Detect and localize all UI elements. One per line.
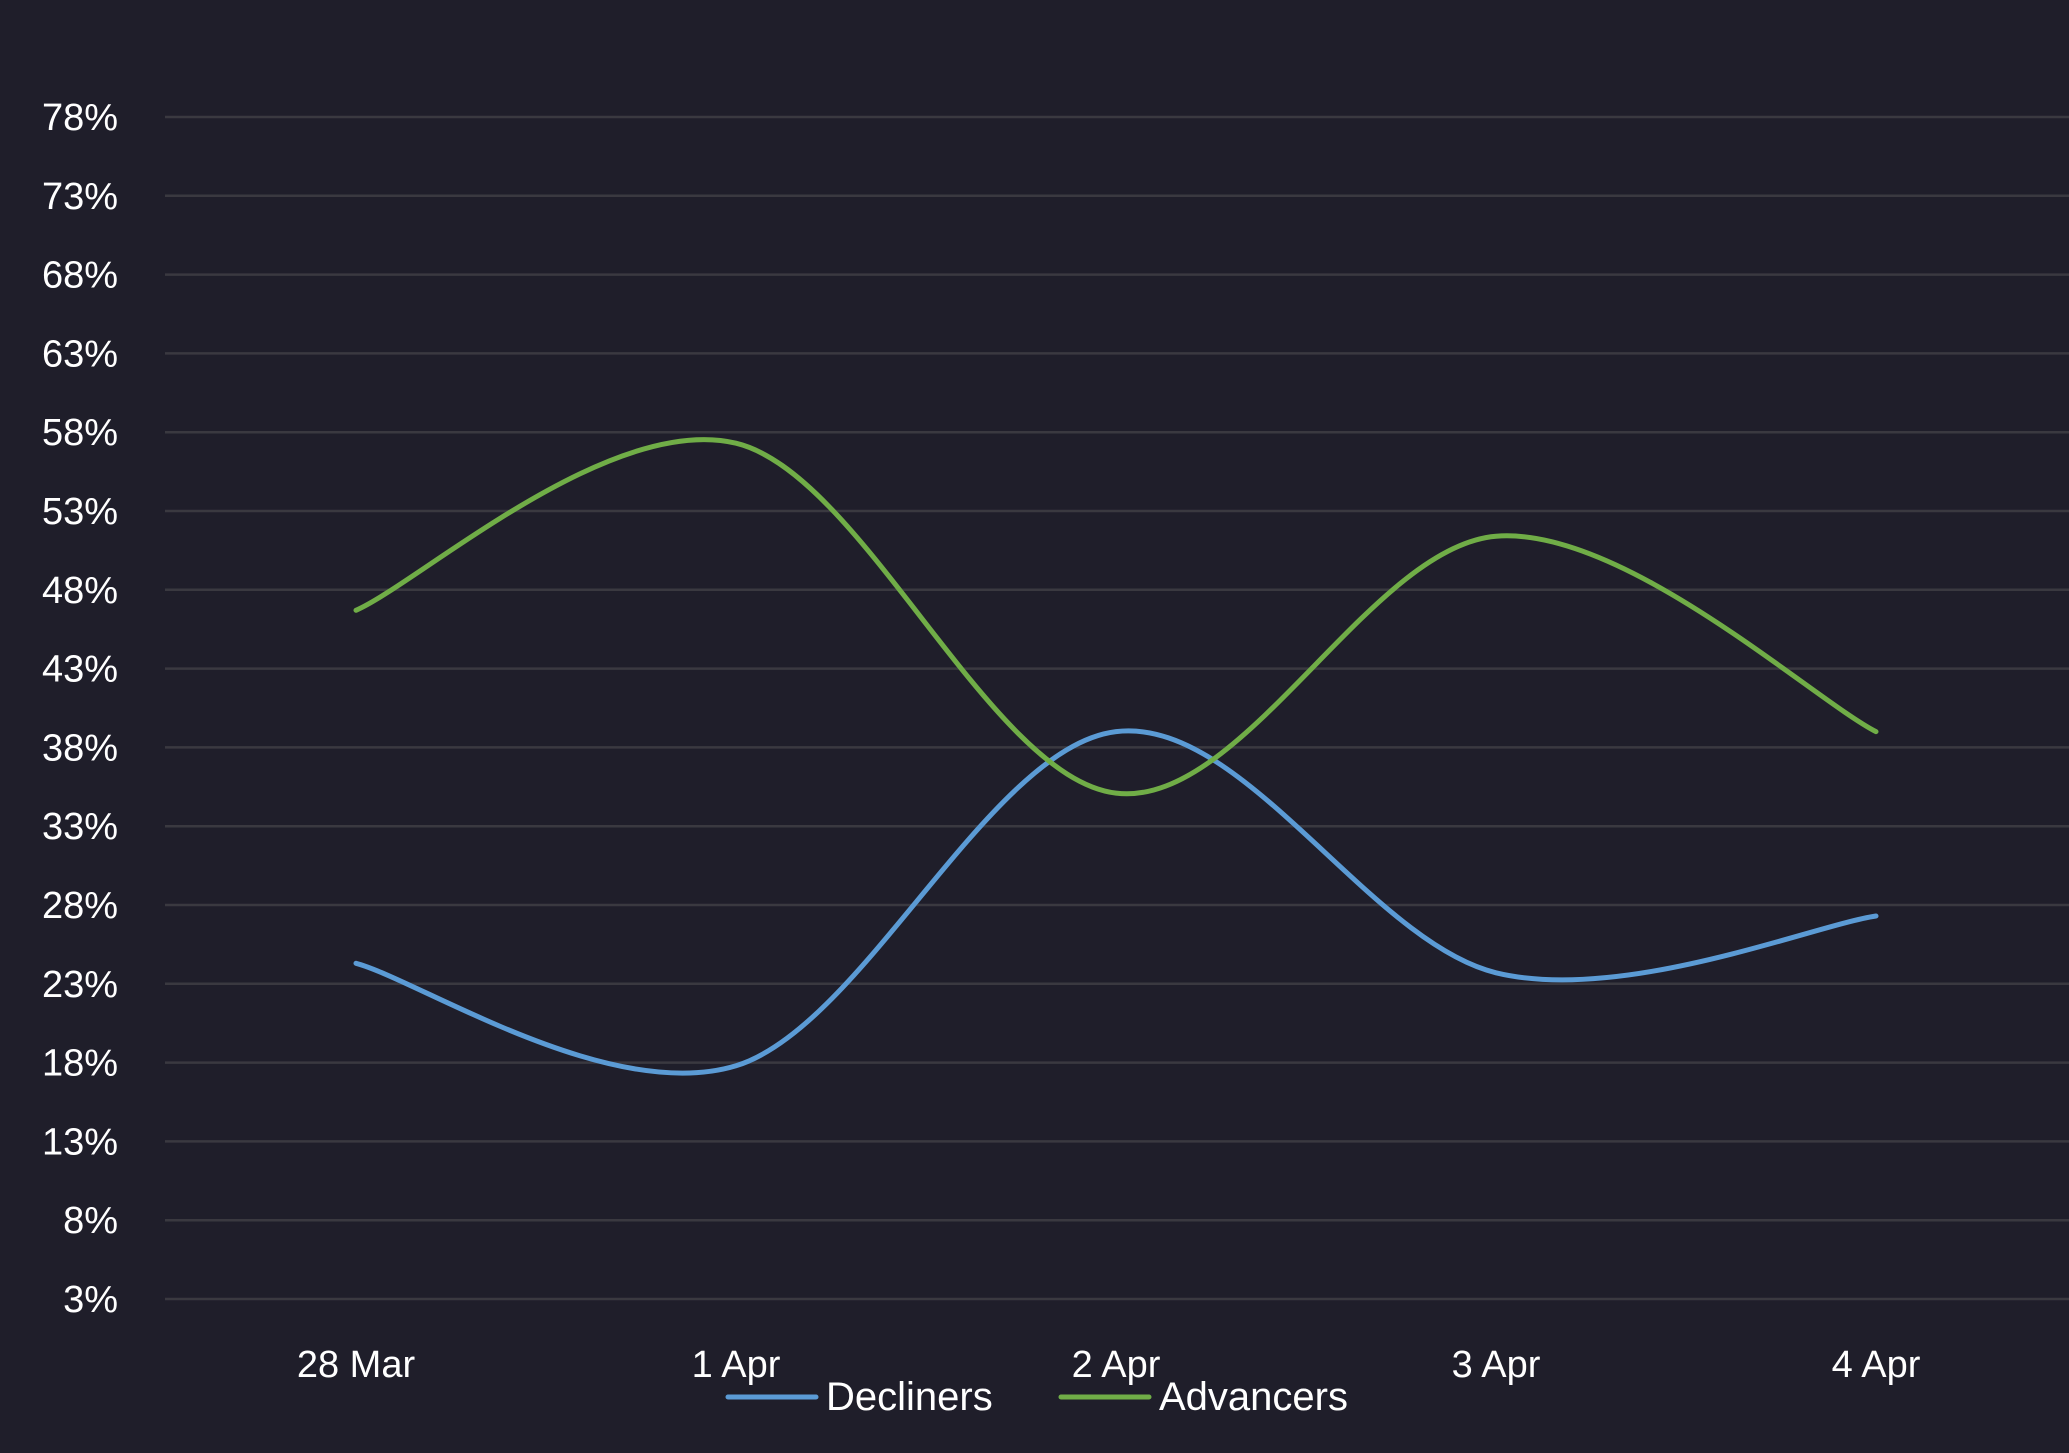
y-tick-label: 58% [42, 412, 118, 454]
y-tick-label: 78% [42, 97, 118, 139]
y-tick-label: 33% [42, 806, 118, 848]
series-line-advancers [353, 437, 1879, 797]
legend-label-advancers: Advancers [1159, 1375, 1348, 1419]
grid-lines [165, 115, 2069, 1301]
y-tick-label: 63% [42, 333, 118, 375]
y-tick-label: 68% [42, 255, 118, 297]
y-tick-label: 48% [42, 570, 118, 612]
y-tick-label: 53% [42, 491, 118, 533]
x-tick-label: 1 Apr [692, 1344, 781, 1386]
y-tick-label: 38% [42, 727, 118, 769]
legend-label-decliners: Decliners [826, 1375, 993, 1419]
y-tick-label: 73% [42, 176, 118, 218]
y-tick-label: 18% [42, 1043, 118, 1085]
y-axis-tick-labels: 3% 8% 13% 18% 23% 28% 33% 38% 43% 48% 53% 58% 63% 68%… [42, 97, 118, 1321]
series-line-decliners [353, 728, 1879, 1076]
x-tick-label: 2 Apr [1072, 1344, 1161, 1386]
x-axis-tick-labels: 28 Mar 1 Apr 2 Apr 3 Apr 4 Apr [297, 1344, 1921, 1386]
x-tick-label: 4 Apr [1832, 1344, 1921, 1386]
x-tick-label: 28 Mar [297, 1344, 416, 1386]
x-tick-label: 3 Apr [1452, 1344, 1541, 1386]
legend: Decliners Advancers [725, 1375, 1348, 1419]
y-tick-label: 28% [42, 885, 118, 927]
y-tick-label: 43% [42, 649, 118, 691]
y-tick-label: 23% [42, 964, 118, 1006]
series-lines [353, 437, 1879, 1076]
y-tick-label: 8% [63, 1200, 118, 1242]
y-tick-label: 3% [63, 1279, 118, 1321]
y-tick-label: 13% [42, 1121, 118, 1163]
